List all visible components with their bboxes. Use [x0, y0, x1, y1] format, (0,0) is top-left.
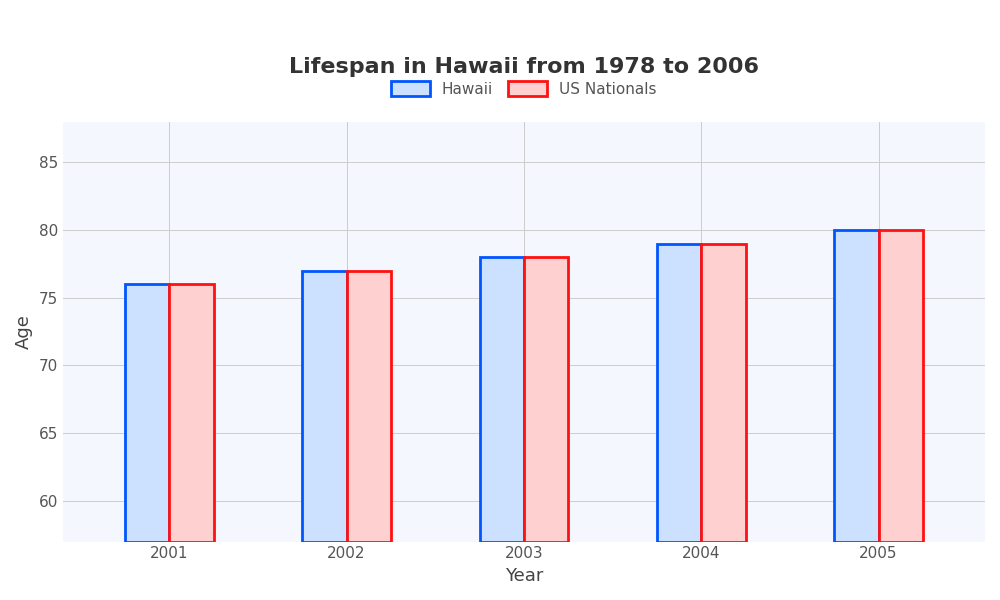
Bar — [169, 284, 214, 542]
Bar — [480, 257, 524, 542]
Y-axis label: Age: Age — [15, 314, 33, 349]
Bar — [834, 230, 879, 542]
Bar — [125, 284, 169, 542]
X-axis label: Year: Year — [505, 567, 543, 585]
Bar — [302, 271, 347, 542]
Title: Lifespan in Hawaii from 1978 to 2006: Lifespan in Hawaii from 1978 to 2006 — [289, 57, 759, 77]
Bar — [657, 244, 701, 542]
Bar — [524, 257, 568, 542]
Legend: Hawaii, US Nationals: Hawaii, US Nationals — [385, 74, 662, 103]
Bar — [879, 230, 923, 542]
Bar — [347, 271, 391, 542]
Bar — [701, 244, 746, 542]
